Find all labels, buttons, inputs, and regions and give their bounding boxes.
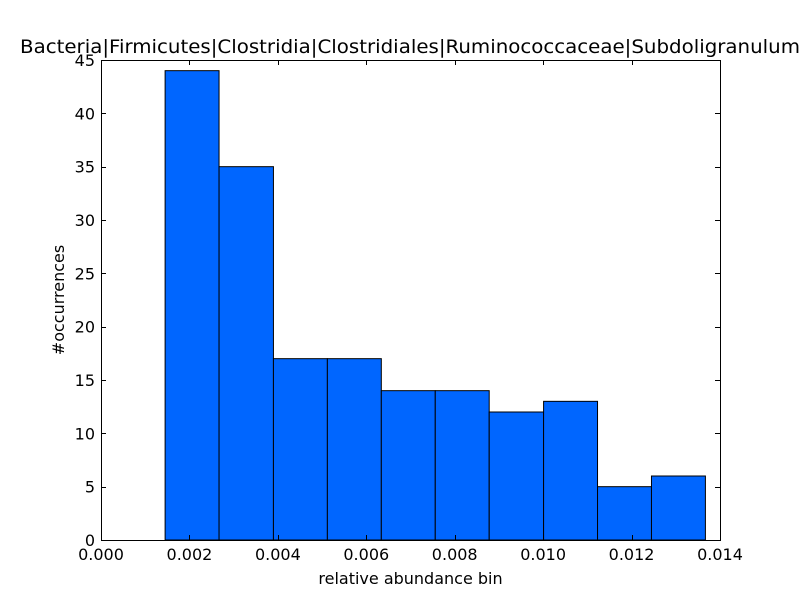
ticks-layer: 0.000 0.002 0.004 0.006 0.008 0.010 0.012 0.014… (75, 51, 743, 564)
y-tick-label: 40 (75, 104, 95, 123)
y-tick-label: 30 (75, 211, 95, 230)
bars-layer (164, 70, 706, 541)
histogram-bar-8 (597, 486, 652, 541)
histogram-bar-0 (164, 70, 220, 541)
x-tick-label: 0.014 (697, 545, 743, 564)
histogram-bar-7 (543, 400, 599, 541)
y-tick-label: 45 (75, 51, 95, 70)
y-tick-label: 25 (75, 264, 95, 283)
x-tick-label: 0.010 (520, 545, 566, 564)
histogram-bar-2 (272, 358, 328, 541)
x-tick-label: 0.002 (167, 545, 213, 564)
histogram-bar-1 (218, 166, 274, 541)
x-tick-label: 0.004 (255, 545, 301, 564)
histogram-bar-6 (488, 411, 545, 541)
histogram-bar-9 (650, 475, 706, 541)
histogram-bar-4 (380, 390, 436, 541)
x-tick-label: 0.008 (432, 545, 478, 564)
x-axis-label: relative abundance bin (318, 569, 502, 588)
histogram-bar-3 (326, 358, 382, 541)
x-tick-label: 0.012 (609, 545, 655, 564)
y-tick-label: 5 (85, 478, 95, 497)
y-tick-label: 20 (75, 318, 95, 337)
y-tick-label: 15 (75, 371, 95, 390)
x-tick-label: 0.006 (343, 545, 389, 564)
plot-frame (101, 60, 721, 541)
y-tick-label: 35 (75, 158, 95, 177)
y-tick-label: 0 (85, 531, 95, 550)
y-axis-label: #occurrences (49, 245, 68, 355)
y-tick-label: 10 (75, 424, 95, 443)
histogram-bar-5 (434, 390, 490, 541)
x-tick-label: 0.000 (78, 545, 124, 564)
chart-title: Bacteria|Firmicutes|Clostridia|Clostridi… (20, 36, 800, 58)
